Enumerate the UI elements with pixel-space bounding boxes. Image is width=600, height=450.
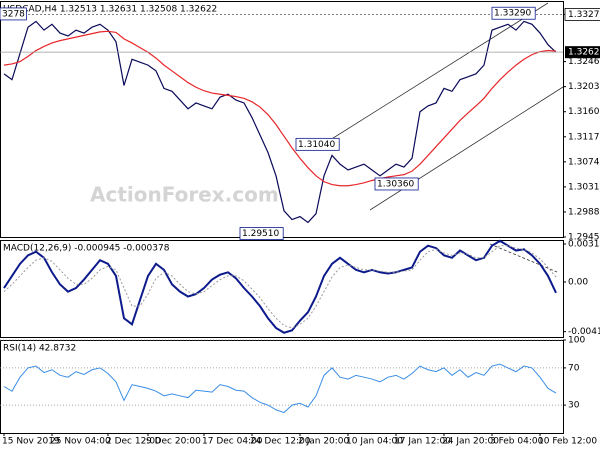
panel-frame: [0, 340, 564, 434]
series-line: [3, 20, 557, 224]
series-line: [3, 363, 557, 414]
x-tick-label: 24 Jan 20:00: [442, 437, 499, 447]
y-tick-label: 1.31600: [568, 107, 600, 117]
y-tick-label: -0.004108: [568, 327, 600, 337]
y-tick-label: 1.32030: [568, 82, 600, 92]
y-tick-label: 0.00: [568, 277, 588, 287]
series-line: [3, 239, 557, 334]
watermark: ActionForex.com: [90, 183, 279, 207]
y-tick-label: 30: [568, 401, 580, 411]
annotation-box: [0, 7, 27, 21]
y-tick-label: 1.31170: [568, 132, 600, 142]
x-tick-label: 25 Nov 04:00: [50, 437, 111, 447]
annotation-box: [491, 6, 536, 20]
y-tick-label: 1.33270: [568, 10, 600, 20]
annotation-label: 1.30360: [377, 179, 414, 189]
panel-title: RSI(14) 42.8732: [3, 344, 76, 354]
y-tick-label: 0.00314: [568, 239, 600, 249]
y-tick-label: 70: [568, 363, 580, 373]
x-tick-label: 9 Dec 20:00: [146, 437, 201, 447]
series-line: [3, 30, 557, 187]
x-tick-label: 3 Feb 04:00: [490, 437, 544, 447]
series-line: [3, 245, 557, 329]
channel-line: [369, 86, 564, 211]
price-box: [565, 46, 600, 59]
y-tick-label: 1.29880: [568, 207, 600, 217]
y-tick-label: 100: [568, 336, 585, 346]
x-tick-label: 15 Nov 2019: [2, 437, 60, 447]
y-tick-label: 1.30740: [568, 157, 600, 167]
annotation-label: 3278: [2, 9, 25, 19]
x-tick-label: 24 Dec 12:00: [250, 437, 311, 447]
x-tick-label: 2 Jan 20:00: [298, 437, 350, 447]
annotation-label: 1.29510: [242, 229, 279, 239]
panel-title: MACD(12,26,9) -0.000945 -0.000378: [3, 244, 170, 254]
y-tick-label: 1.29450: [568, 233, 600, 243]
panel-title: USDCAD,H4 1.32513 1.32631 1.32508 1.3262…: [3, 5, 217, 15]
annotation-box: [295, 137, 340, 151]
y-tick-label: 1.32460: [568, 57, 600, 67]
x-tick-label: 17 Jan 12:00: [394, 437, 451, 447]
channel-line: [329, 2, 549, 141]
last-price-label: 1.32622: [568, 48, 600, 58]
y-tick-label: 1.30310: [568, 182, 600, 192]
x-tick-label: 17 Dec 04:00: [202, 437, 263, 447]
annotation-box: [374, 177, 419, 191]
annotation-box: [239, 227, 284, 240]
x-tick-label: 2 Dec 12:00: [106, 437, 161, 447]
panel-frame: [0, 240, 564, 338]
annotation-label: 1.33290: [494, 9, 531, 19]
x-tick-label: 10 Feb 12:00: [538, 437, 597, 447]
tick-box: [564, 8, 600, 21]
macd-trend-line: [489, 243, 558, 273]
x-tick-label: 10 Jan 04:00: [346, 437, 403, 447]
annotation-label: 1.31040: [298, 140, 335, 150]
